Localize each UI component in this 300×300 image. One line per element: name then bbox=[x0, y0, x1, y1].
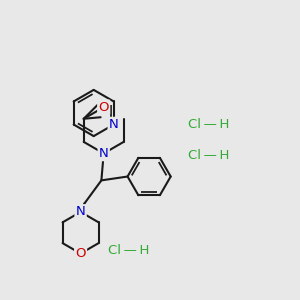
Text: O: O bbox=[75, 247, 86, 260]
Text: Cl — H: Cl — H bbox=[188, 118, 230, 131]
Text: Cl — H: Cl — H bbox=[188, 149, 230, 162]
Text: N: N bbox=[76, 206, 85, 218]
Text: N: N bbox=[99, 147, 109, 160]
Text: Cl — H: Cl — H bbox=[108, 244, 149, 256]
Text: N: N bbox=[109, 118, 118, 131]
Text: O: O bbox=[98, 101, 109, 114]
